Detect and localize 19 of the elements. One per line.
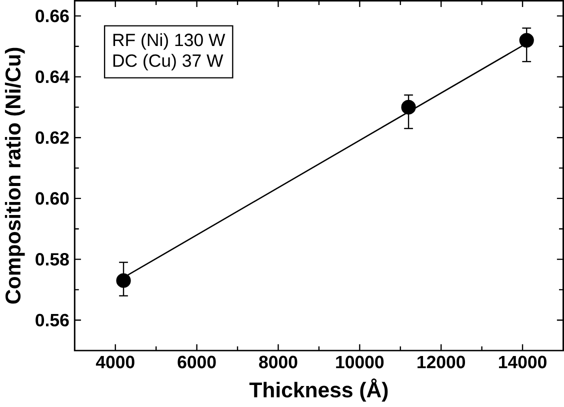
y-tick-label: 0.60 [36,192,69,205]
x-tick-label: 8000 [259,356,298,369]
x-tick-label: 4000 [96,356,134,369]
point [519,33,534,48]
point [116,273,131,288]
x-tick-label: 10000 [336,356,384,369]
annotation: DC (Cu) 37 W [113,54,224,71]
y-tick-label: 0.56 [36,314,69,327]
y-tick-label: 0.66 [36,10,69,22]
x-tick-label: 14000 [498,356,546,369]
y-tick-label: 0.62 [36,132,69,144]
y-axis-title: Composition ratio (Ni/Cu) [4,48,25,304]
x-tick-label: 6000 [178,356,216,369]
y-tick-label: 0.64 [36,70,70,84]
x-tick-label: 12000 [418,356,466,369]
y-tick-label: 0.58 [36,253,69,266]
point [401,100,416,115]
x-axis-title: Thickness (Å) [249,378,388,402]
annotation: RF (Ni) 130 W [113,33,226,50]
